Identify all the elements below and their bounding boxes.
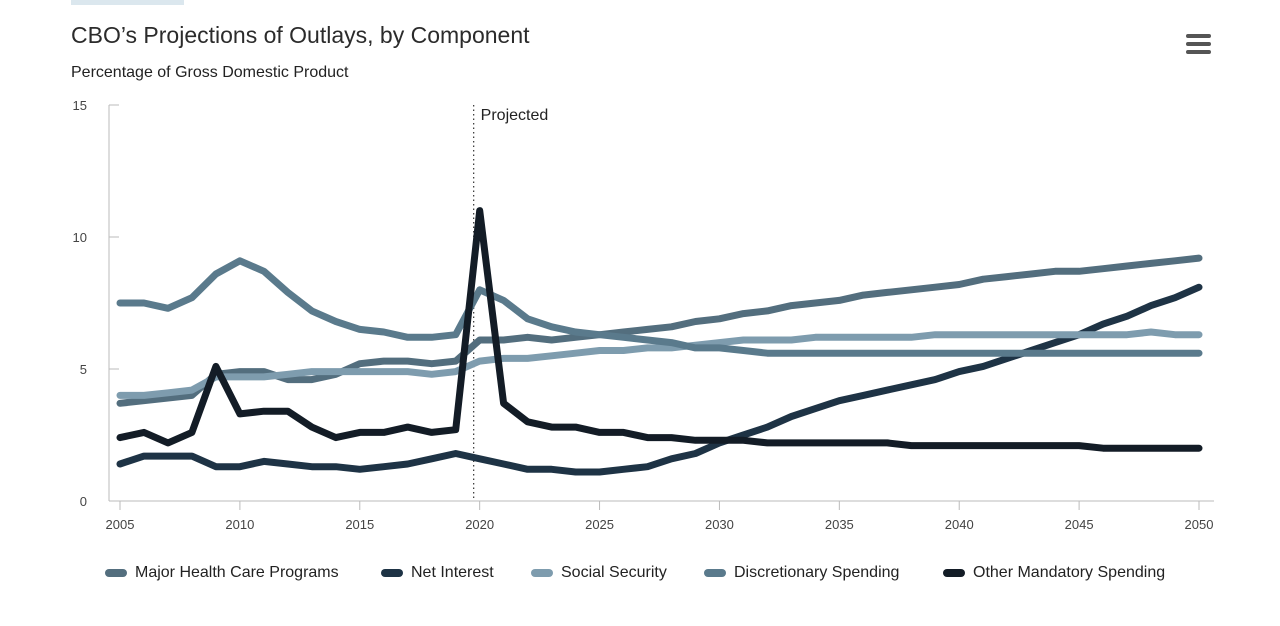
legend-label: Other Mandatory Spending [973,564,1166,581]
x-tick-label: 2035 [825,517,854,532]
series-line-2 [116,328,1203,399]
legend-label: Social Security [561,564,667,581]
y-tick-label: 0 [80,494,87,509]
legend-swatch [531,569,553,577]
projected-label: Projected [481,107,549,124]
series-line-0 [116,254,1203,407]
chart-title: CBO’s Projections of Outlays, by Compone… [71,22,530,48]
legend-swatch [105,569,127,577]
series-lines [116,207,1203,476]
line-chart: 0 5 10 15 2005 2010 2015 2020 2025 2030 2035 2040 20… [73,98,1214,532]
x-tick-label: 2045 [1065,517,1094,532]
chart-axes: 0 5 10 15 2005 2010 2015 2020 2025 2030 2035 2040 20… [73,98,1214,532]
y-tick-label: 10 [73,230,87,245]
chart-subtitle: Percentage of Gross Domestic Product [71,64,349,81]
chart-legend: Major Health Care Programs Net Interest So… [0,561,1280,585]
legend-swatch [704,569,726,577]
legend-label: Major Health Care Programs [135,564,339,581]
legend-item[interactable]: Social Security [531,561,667,585]
legend-swatch [943,569,965,577]
x-tick-label: 2020 [465,517,494,532]
x-tick-label: 2030 [705,517,734,532]
legend-item[interactable]: Discretionary Spending [704,561,899,585]
series-line-4 [116,207,1203,452]
hamburger-menu-icon[interactable] [1182,30,1214,58]
legend-item[interactable]: Net Interest [381,561,494,585]
x-tick-label: 2025 [585,517,614,532]
legend-item[interactable]: Major Health Care Programs [105,561,339,585]
x-tick-label: 2015 [345,517,374,532]
x-tick-label: 2050 [1185,517,1214,532]
top-tab-indicator [71,0,184,5]
legend-item[interactable]: Other Mandatory Spending [943,561,1165,585]
legend-swatch [381,569,403,577]
legend-label: Net Interest [411,564,494,581]
x-tick-label: 2010 [225,517,254,532]
x-tick-label: 2005 [106,517,135,532]
legend-label: Discretionary Spending [734,564,900,581]
x-tick-label: 2040 [945,517,974,532]
y-tick-label: 15 [73,98,87,113]
y-tick-label: 5 [80,362,87,377]
series-line-3 [116,257,1203,357]
